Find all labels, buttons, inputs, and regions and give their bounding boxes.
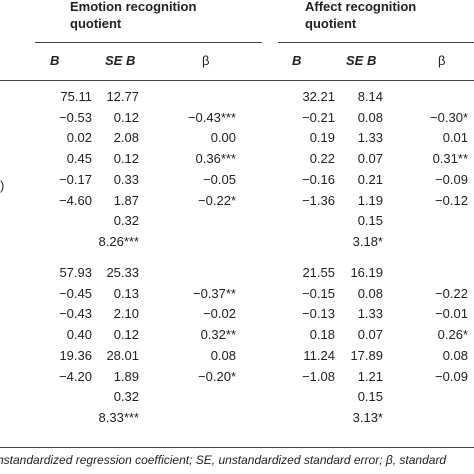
subheader-affect-beta: β (438, 53, 446, 68)
cell-affect-b: −1.08 (302, 368, 335, 384)
affect-header-line-1: Affect recognition (305, 0, 417, 14)
cell-emotion-se-b: 28.01 (106, 347, 139, 363)
cell-emotion-se-b: 0.33 (113, 171, 139, 187)
cell-affect-se-b: 3.18* (352, 233, 383, 249)
subheader-rule (0, 80, 474, 81)
cell-emotion-se-b: 25.33 (106, 265, 139, 280)
cell-emotion-beta: 0.00 (210, 130, 236, 146)
cell-affect-b: 0.18 (309, 327, 335, 343)
cell-emotion-b: −4.60 (59, 192, 92, 208)
cell-affect-b: −0.16 (302, 171, 335, 187)
cell-emotion-se-b: 0.13 (113, 285, 139, 301)
cell-emotion-beta: −0.20* (198, 368, 236, 384)
cell-affect-se-b: 1.33 (357, 130, 383, 146)
cell-emotion-se-b: 0.32 (113, 213, 139, 229)
cell-emotion-b: −4.20 (59, 368, 92, 384)
table-footnote: nstandardized regression coefficient; SE… (0, 453, 447, 467)
cell-emotion-beta: −0.02 (203, 306, 236, 322)
cell-affect-se-b: 17.89 (350, 347, 383, 363)
cell-affect-beta: −0.09 (435, 171, 468, 187)
emotion-header-rule (35, 42, 262, 43)
cell-affect-b: 0.19 (309, 130, 335, 146)
cell-emotion-b: 0.40 (66, 327, 92, 343)
cell-affect-beta: −0.09 (435, 368, 468, 384)
cell-emotion-se-b: 8.26*** (98, 233, 139, 249)
cell-affect-beta: −0.30* (430, 109, 468, 125)
cell-affect-se-b: 0.21 (357, 171, 383, 187)
cell-affect-se-b: 0.07 (357, 327, 383, 343)
table-bottom-rule (0, 447, 474, 448)
cell-emotion-b: −0.53 (59, 109, 92, 125)
cell-emotion-b: 75.11 (60, 89, 92, 104)
cell-emotion-beta: 0.36*** (195, 151, 236, 167)
cell-affect-se-b: 8.14 (357, 89, 383, 104)
cell-affect-b: −0.13 (302, 306, 335, 322)
subheader-emotion-b: B (50, 53, 60, 68)
cell-affect-se-b: 0.08 (357, 285, 383, 301)
subheader-affect-se-b: SE B (346, 53, 377, 68)
cell-affect-b: −0.21 (302, 109, 335, 125)
emotion-recognition-header: Emotion recognition quotient (70, 0, 196, 32)
cell-affect-se-b: 0.07 (357, 151, 383, 167)
cell-emotion-beta: −0.43*** (187, 109, 236, 125)
subheader-affect-b: B (292, 53, 302, 68)
subheader-emotion-beta: β (202, 53, 210, 68)
cell-affect-b: 32.21 (302, 89, 335, 104)
cell-affect-se-b: 3.13* (352, 409, 383, 425)
cell-emotion-se-b: 2.08 (113, 130, 139, 146)
emotion-header-line-2: quotient (70, 16, 122, 31)
subheader-emotion-se-b: SE B (105, 53, 136, 68)
affect-header-rule (278, 42, 474, 43)
cell-emotion-se-b: 0.12 (113, 151, 139, 167)
cell-affect-se-b: 0.15 (357, 389, 383, 405)
cell-affect-beta: −0.01 (435, 306, 468, 322)
affect-recognition-header: Affect recognition quotient (305, 0, 416, 32)
cell-affect-b: −1.36 (302, 192, 335, 208)
cell-affect-b: 11.24 (303, 347, 335, 363)
cell-affect-beta: 0.08 (442, 347, 468, 363)
emotion-header-line-1: Emotion recognition (70, 0, 197, 14)
cell-emotion-se-b: 8.33*** (98, 409, 139, 425)
cell-affect-beta: −0.22 (435, 285, 468, 301)
cell-emotion-beta: 0.32** (200, 327, 236, 343)
cell-affect-beta: 0.26* (437, 327, 468, 343)
cell-emotion-beta: −0.22* (198, 192, 236, 208)
cell-emotion-b: 19.36 (59, 347, 92, 363)
row-label-fragment: ) (0, 178, 5, 193)
cell-emotion-se-b: 0.32 (113, 389, 139, 405)
cell-affect-beta: −0.12 (435, 192, 468, 208)
cell-affect-se-b: 0.08 (357, 109, 383, 125)
cell-affect-se-b: 1.33 (357, 306, 383, 322)
cell-emotion-se-b: 1.87 (113, 192, 139, 208)
cell-emotion-se-b: 1.89 (113, 368, 139, 384)
cell-affect-b: 0.22 (309, 151, 335, 167)
cell-emotion-se-b: 0.12 (113, 327, 139, 343)
cell-emotion-b: 0.45 (66, 151, 92, 167)
cell-emotion-se-b: 12.77 (106, 89, 139, 104)
cell-affect-b: −0.15 (302, 285, 335, 301)
cell-affect-se-b: 0.15 (357, 213, 383, 229)
cell-affect-se-b: 1.19 (357, 192, 383, 208)
cell-emotion-b: −0.43 (59, 306, 92, 322)
cell-affect-se-b: 16.19 (350, 265, 383, 280)
cell-emotion-beta: 0.08 (210, 347, 236, 363)
cell-emotion-se-b: 2.10 (113, 306, 139, 322)
affect-header-line-2: quotient (305, 16, 357, 31)
cell-emotion-b: −0.17 (59, 171, 92, 187)
cell-affect-beta: 0.31** (432, 151, 468, 167)
cell-emotion-b: −0.45 (59, 285, 92, 301)
cell-emotion-b: 57.93 (59, 265, 92, 280)
cell-emotion-beta: −0.05 (203, 171, 236, 187)
cell-affect-beta: 0.01 (442, 130, 468, 146)
cell-emotion-se-b: 0.12 (113, 109, 139, 125)
cell-emotion-beta: −0.37** (192, 285, 236, 301)
cell-affect-b: 21.55 (302, 265, 335, 280)
cell-affect-se-b: 1.21 (357, 368, 383, 384)
cell-emotion-b: 0.02 (66, 130, 92, 146)
